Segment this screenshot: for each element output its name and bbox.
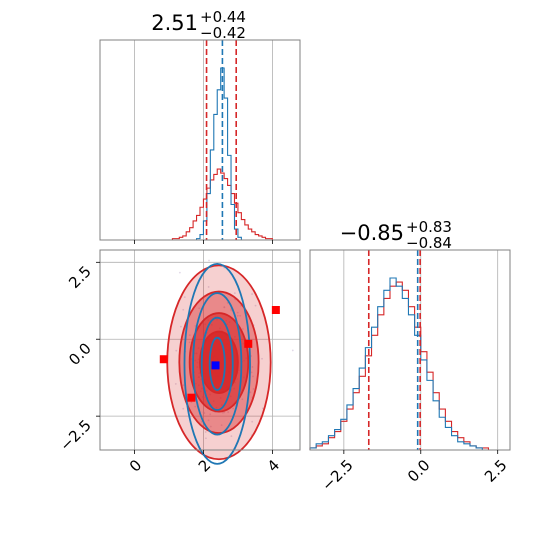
scatter-point <box>241 398 244 401</box>
scatter-point <box>198 307 201 310</box>
scatter-point <box>261 357 263 360</box>
tick-label: 2.5 <box>65 262 95 292</box>
scatter-point <box>249 391 252 394</box>
scatter-point <box>182 308 185 311</box>
title-param2: −0.85 +0.83−0.84 <box>340 218 452 252</box>
scatter-point <box>230 435 233 438</box>
contour-blue <box>208 336 226 391</box>
scatter-point <box>241 328 244 330</box>
scatter-point <box>190 401 193 404</box>
scatter-point <box>183 296 186 299</box>
scatter-point <box>251 366 254 368</box>
scatter-point <box>232 407 235 410</box>
panel-frame-scatter <box>99 249 301 451</box>
scatter-point <box>226 301 229 304</box>
tick-label: 0 <box>126 456 145 475</box>
title-value: 2.51 <box>151 11 198 35</box>
tick-label: 0.0 <box>65 339 95 369</box>
scatter-point <box>233 292 236 294</box>
scatter-point <box>209 413 212 416</box>
scatter-point <box>236 314 239 317</box>
contour-blue <box>192 292 243 436</box>
scatter-point <box>203 412 206 415</box>
scatter-point <box>220 424 223 427</box>
marker-red <box>271 306 280 314</box>
scatter-point <box>252 375 254 378</box>
scatter-point <box>254 304 257 307</box>
scatter-point <box>180 325 182 328</box>
marker-red <box>187 393 196 402</box>
title-param1: 2.51 +0.44−0.42 <box>151 8 246 42</box>
marker-red <box>244 339 253 348</box>
scatter-point <box>239 304 242 307</box>
tick-label: 2.5 <box>481 456 511 486</box>
tick-label: −2.5 <box>318 456 356 494</box>
title-lower-error: −0.42 <box>200 24 246 42</box>
scatter-point <box>188 334 191 337</box>
scatter-point <box>209 425 212 428</box>
scatter-point <box>223 306 226 309</box>
scatter-point <box>250 371 253 374</box>
scatter-point <box>223 266 225 269</box>
scatter-point <box>174 383 177 385</box>
scatter-point <box>230 309 233 312</box>
hist-blue-param2 <box>309 277 507 451</box>
marker-blue <box>211 361 220 370</box>
contour-blue <box>200 316 234 411</box>
scatter-point <box>236 311 239 314</box>
tick-label: 0.0 <box>404 456 434 486</box>
title-upper-error: +0.44 <box>200 8 246 26</box>
scatter-point <box>188 341 191 344</box>
scatter-point <box>239 314 242 317</box>
scatter-point <box>261 407 264 410</box>
scatter-point <box>207 286 210 288</box>
scatter-point <box>205 437 207 440</box>
panel-frame-top <box>99 39 301 241</box>
scatter-point <box>252 388 255 390</box>
panel-frame-right <box>309 249 511 451</box>
title-lower-error: −0.84 <box>406 234 452 252</box>
marker-red <box>159 355 168 364</box>
scatter-point <box>178 271 181 274</box>
scatter-point <box>204 431 207 433</box>
scatter-point <box>208 259 210 262</box>
tick-label: −2.5 <box>56 416 94 454</box>
scatter-point <box>182 407 185 410</box>
tick-label: 4 <box>264 456 283 475</box>
scatter-point <box>251 420 254 423</box>
scatter-point <box>291 349 294 352</box>
scatter-point <box>222 411 224 414</box>
scatter-point <box>182 384 185 386</box>
scatter-point <box>194 405 197 408</box>
contour-blue <box>183 262 251 465</box>
hist-red-param1 <box>168 168 276 241</box>
scatter-point <box>251 293 253 295</box>
title-value: −0.85 <box>340 221 404 245</box>
scatter-point <box>227 411 230 414</box>
scatter-point <box>175 349 178 352</box>
title-upper-error: +0.83 <box>406 218 452 236</box>
scatter-point <box>207 419 210 422</box>
